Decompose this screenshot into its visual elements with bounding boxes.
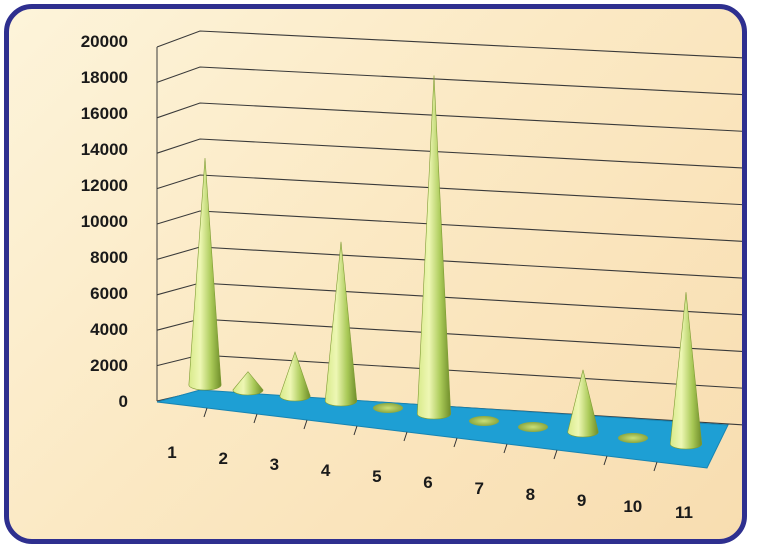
x-tick-label: 11 [675, 503, 693, 522]
y-tick-label: 4000 [90, 320, 128, 339]
y-tick-label: 20000 [81, 32, 128, 51]
x-tick [553, 449, 558, 460]
cone [232, 371, 264, 396]
cone-body [188, 158, 222, 391]
floor-plane [156, 389, 729, 469]
cone-body [279, 351, 311, 402]
cone [518, 422, 548, 432]
cone [469, 416, 499, 426]
gridline [156, 66, 742, 96]
cone-base [518, 422, 548, 432]
x-tick [603, 455, 608, 466]
cone-body [232, 371, 264, 396]
x-tick-label: 6 [423, 473, 432, 492]
y-tick-label: 14000 [81, 140, 128, 159]
cone [279, 351, 311, 402]
gridline [156, 282, 742, 316]
gridline [156, 30, 742, 59]
cone-base [469, 416, 499, 426]
cone [669, 292, 703, 450]
x-tick-label: 4 [321, 461, 331, 480]
cone [417, 75, 451, 420]
x-tick-label: 7 [474, 479, 483, 498]
gridline [156, 210, 742, 242]
y-tick-label: 8000 [90, 248, 128, 267]
x-tick [353, 425, 358, 436]
y-axis-ticks: 0 2000 4000 6000 8000 10000 12000 14000 16000 180… [81, 32, 128, 411]
x-tick-label: 5 [372, 467, 381, 486]
x-tick [253, 413, 258, 424]
cone [618, 433, 648, 443]
gridlines [156, 30, 742, 426]
y-tick-label: 18000 [81, 68, 128, 87]
x-axis-ticks: 1 2 3 4 5 6 7 8 9 10 11 [167, 407, 693, 522]
x-tick [503, 443, 508, 454]
x-tick-label: 8 [526, 485, 535, 504]
cone [373, 403, 403, 413]
x-tick-label: 2 [218, 449, 227, 468]
x-tick-label: 10 [623, 497, 642, 516]
x-tick [303, 419, 308, 430]
cone [188, 158, 222, 391]
y-tick-label: 2000 [90, 356, 128, 375]
gridline [156, 174, 742, 206]
x-tick [403, 431, 408, 442]
x-tick-label: 3 [270, 455, 279, 474]
cone [324, 241, 358, 407]
cone-body [669, 292, 703, 450]
gridline [156, 318, 742, 352]
y-tick-label: 6000 [90, 284, 128, 303]
x-tick [653, 461, 658, 472]
y-tick-label: 0 [119, 392, 128, 411]
x-tick-label: 1 [167, 443, 176, 462]
gridline [156, 138, 742, 169]
y-tick-label: 16000 [81, 104, 128, 123]
cone-base [373, 403, 403, 413]
cone-chart: 0 2000 4000 6000 8000 10000 12000 14000 16000 180… [81, 30, 742, 522]
x-tick [453, 437, 458, 448]
cone-body [324, 241, 358, 407]
cone-base [618, 433, 648, 443]
cone-body [417, 75, 451, 420]
cones [188, 75, 703, 450]
x-tick-label: 9 [577, 491, 586, 510]
floor [156, 389, 729, 469]
gridline [156, 102, 742, 132]
cone [567, 369, 599, 438]
x-tick [203, 407, 208, 418]
y-tick-label: 10000 [81, 212, 128, 231]
gridline [156, 246, 742, 279]
y-tick-label: 12000 [81, 176, 128, 195]
cone-body [567, 369, 599, 438]
chart-frame: 0 2000 4000 6000 8000 10000 12000 14000 16000 180… [4, 4, 747, 544]
